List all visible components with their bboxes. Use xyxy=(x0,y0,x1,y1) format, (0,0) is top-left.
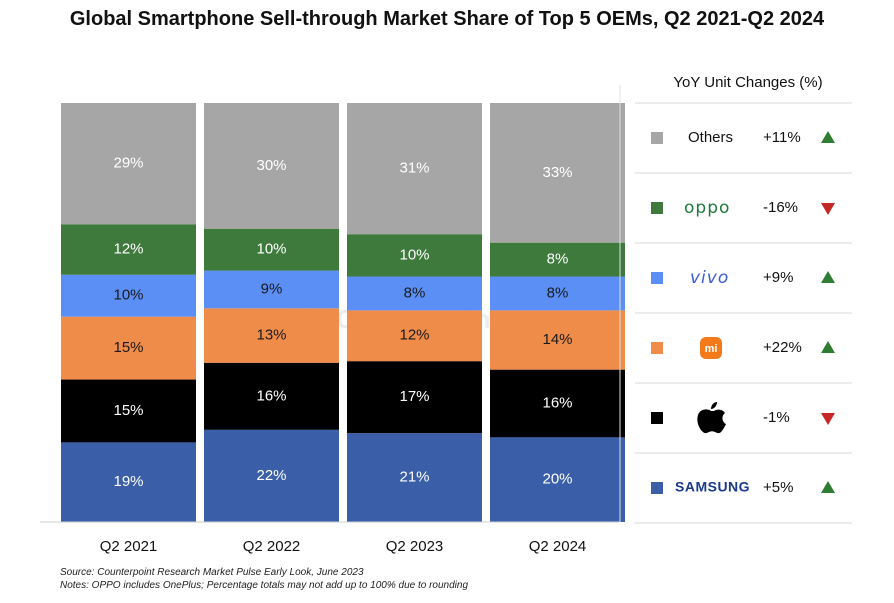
bar-oppo-2 xyxy=(347,234,482,277)
down-triangle-icon xyxy=(821,203,835,215)
bar-samsung-0 xyxy=(61,442,196,522)
bar-others-1 xyxy=(204,103,339,229)
legend: YoY Unit Changes (%) Others +11% oppo -16% vi… xyxy=(635,74,852,524)
bar-apple-2 xyxy=(347,361,482,434)
legend-entry-vivo: vivo +9% xyxy=(651,268,835,288)
legend-entry-xiaomi: mi +22% xyxy=(651,337,835,359)
up-triangle-icon xyxy=(821,481,835,493)
data-label-vivo-0: 10% xyxy=(113,287,143,304)
legend-change-samsung: +5% xyxy=(763,479,793,496)
legend-change-vivo: +9% xyxy=(763,269,793,286)
legend-entry-others: Others +11% xyxy=(651,129,835,146)
data-label-apple-3: 16% xyxy=(542,394,572,411)
data-label-vivo-1: 9% xyxy=(261,280,283,297)
source-note: Source: Counterpoint Research Market Pul… xyxy=(60,567,364,578)
data-label-others-0: 29% xyxy=(113,155,143,172)
bar-mi-1 xyxy=(204,308,339,363)
bar-samsung-1 xyxy=(204,429,339,522)
apple-logo-icon xyxy=(697,402,726,434)
bars: 19% 15% 15% 10% 12% 29% 22% 16% 13% 9% 10% 30% 21% 17… xyxy=(61,103,625,522)
up-triangle-icon xyxy=(821,341,835,353)
legend-swatch-apple xyxy=(651,412,663,424)
bar-oppo-1 xyxy=(204,228,339,271)
data-label-apple-2: 17% xyxy=(399,388,429,405)
xiaomi-logo-icon xyxy=(700,337,722,359)
data-label-vivo-2: 8% xyxy=(404,284,426,301)
bar-vivo-2 xyxy=(347,276,482,311)
bar-oppo-3 xyxy=(490,242,625,277)
data-label-samsung-2: 21% xyxy=(399,469,429,486)
legend-swatch-samsung xyxy=(651,482,663,494)
down-triangle-icon xyxy=(821,413,835,425)
bar-vivo-3 xyxy=(490,276,625,311)
vivo-logo: vivo xyxy=(690,268,729,288)
data-label-others-2: 31% xyxy=(399,160,429,177)
x-tick-label-1: Q2 2022 xyxy=(243,538,301,555)
bar-apple-3 xyxy=(490,369,625,438)
legend-change-others: +11% xyxy=(763,129,801,146)
legend-entry-samsung: SAMSUNG +5% xyxy=(651,479,835,496)
bar-others-0 xyxy=(61,103,196,225)
data-label-mi-3: 14% xyxy=(542,331,572,348)
bar-samsung-3 xyxy=(490,437,625,522)
x-axis: Q2 2021 Q2 2022 Q2 2023 Q2 2024 xyxy=(40,85,621,555)
up-triangle-icon xyxy=(821,131,835,143)
data-label-vivo-3: 8% xyxy=(547,284,569,301)
bar-vivo-0 xyxy=(61,274,196,317)
x-tick-label-2: Q2 2023 xyxy=(386,538,444,555)
legend-swatch-vivo xyxy=(651,272,663,284)
bar-mi-0 xyxy=(61,316,196,380)
legend-title: YoY Unit Changes (%) xyxy=(673,74,822,91)
data-label-samsung-0: 19% xyxy=(113,473,143,490)
oppo-logo: oppo xyxy=(684,198,730,218)
data-label-mi-1: 13% xyxy=(256,327,286,344)
data-label-others-3: 33% xyxy=(542,164,572,181)
legend-change-oppo: -16% xyxy=(763,199,798,216)
bar-mi-2 xyxy=(347,310,482,362)
chart-notes: Source: Counterpoint Research Market Pul… xyxy=(60,566,468,592)
legend-change-apple: -1% xyxy=(763,409,790,426)
data-label-oppo-2: 10% xyxy=(399,246,429,263)
data-label-oppo-0: 12% xyxy=(113,241,143,258)
x-tick-label-3: Q2 2024 xyxy=(529,538,587,555)
bar-oppo-0 xyxy=(61,224,196,275)
bar-mi-3 xyxy=(490,310,625,370)
legend-swatch-others xyxy=(651,132,663,144)
data-label-others-1: 30% xyxy=(256,157,286,174)
data-label-mi-2: 12% xyxy=(399,327,429,344)
bar-apple-1 xyxy=(204,362,339,430)
data-label-apple-1: 16% xyxy=(256,387,286,404)
data-label-oppo-3: 8% xyxy=(547,251,569,268)
legend-brand-others: Others xyxy=(688,129,733,146)
legend-swatch-xiaomi xyxy=(651,342,663,354)
rounding-note: Notes: OPPO includes OnePlus; Percentage… xyxy=(60,580,469,591)
samsung-logo: SAMSUNG xyxy=(675,479,750,495)
bar-samsung-2 xyxy=(347,433,482,522)
x-tick-label-0: Q2 2021 xyxy=(100,538,158,555)
up-triangle-icon xyxy=(821,271,835,283)
data-label-samsung-1: 22% xyxy=(256,467,286,484)
data-label-samsung-3: 20% xyxy=(542,471,572,488)
legend-change-xiaomi: +22% xyxy=(763,339,802,356)
legend-swatch-oppo xyxy=(651,202,663,214)
bar-others-3 xyxy=(490,103,625,243)
data-label-apple-0: 15% xyxy=(113,402,143,419)
data-label-mi-0: 15% xyxy=(113,339,143,356)
bar-others-2 xyxy=(347,103,482,235)
bar-vivo-1 xyxy=(204,270,339,309)
bar-apple-0 xyxy=(61,379,196,443)
chart-title: Global Smartphone Sell-through Market Sh… xyxy=(69,8,825,30)
legend-entry-apple: -1% xyxy=(651,402,835,434)
xiaomi-logo-text: mi xyxy=(705,343,718,355)
legend-entry-oppo: oppo -16% xyxy=(651,198,835,218)
data-label-oppo-1: 10% xyxy=(256,241,286,258)
